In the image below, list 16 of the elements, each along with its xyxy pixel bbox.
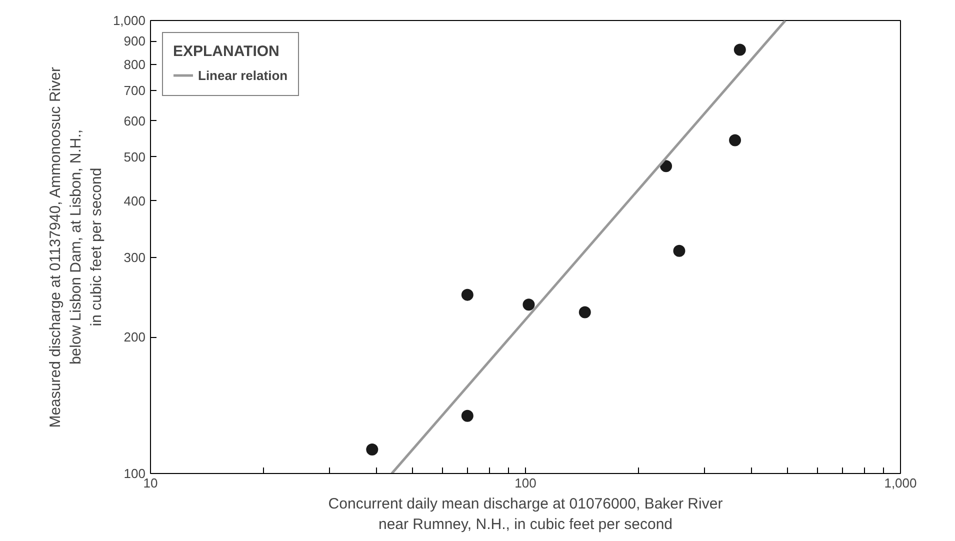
x-tick-label: 100	[514, 476, 536, 490]
y-tick-label: 100	[124, 466, 146, 481]
y-tick-label: 600	[124, 113, 146, 128]
y-tick-label: 900	[124, 34, 146, 49]
y-tick-label: 200	[124, 330, 146, 345]
x-axis-title: Concurrent daily mean discharge at 01076000, Baker River near Rumney, N.H., in cubic feet per second	[328, 496, 723, 533]
x-tick-label: 1,000	[884, 476, 917, 490]
legend-title: EXPLANATION	[173, 43, 280, 60]
y-tick-label: 400	[124, 193, 146, 208]
y-axis-title: Measured discharge at 01137940, Ammonoosuc River below Lisbon Dam, at Lisbon, N.H., in cubic feet per second	[47, 67, 105, 428]
y-tick-label: 500	[124, 149, 146, 164]
y-tick-label: 800	[124, 56, 146, 72]
legend-label: Linear relation	[198, 68, 288, 82]
y-tick-label: 700	[124, 83, 146, 98]
y-tick-label: 1,000	[112, 13, 146, 28]
y-tick-label: 300	[124, 250, 146, 265]
